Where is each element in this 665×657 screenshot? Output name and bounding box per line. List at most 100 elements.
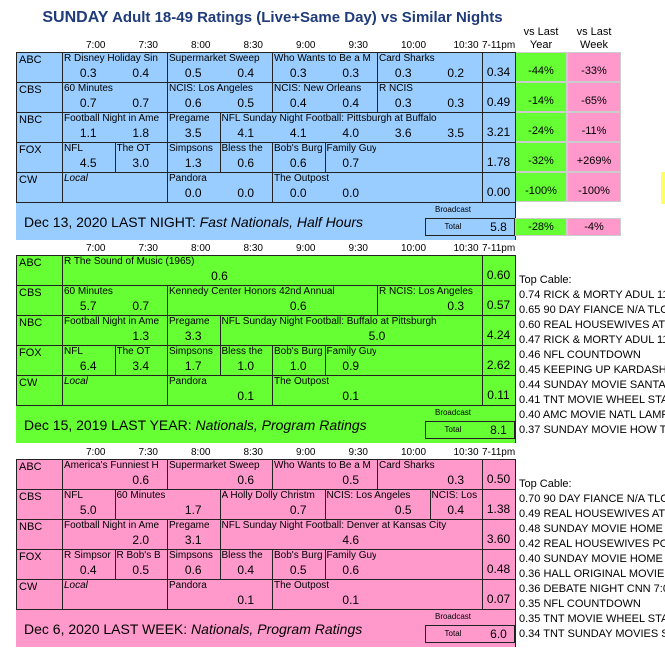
broadcast-label: Broadcast <box>434 205 472 214</box>
network-label: CW <box>19 581 38 593</box>
time-header: 7:00 <box>86 243 106 254</box>
vs-last-week-value: -11% <box>581 125 607 137</box>
network-label: FOX <box>19 347 42 359</box>
block-background <box>16 255 515 443</box>
row-top-line <box>16 579 515 580</box>
program-title: Pregame <box>169 316 210 327</box>
program-divider <box>272 375 273 405</box>
program-divider <box>167 172 168 202</box>
row-total: 0.60 <box>486 268 511 282</box>
footer-date: Dec 15, 2019 <box>24 417 108 433</box>
row-total: 0.48 <box>486 562 511 576</box>
top-cable-item: 0.35 NFL COUNTDOWN <box>519 598 641 610</box>
row-total: 3.60 <box>486 532 511 546</box>
row-top-line <box>16 315 515 316</box>
rating-value: 0.0 <box>289 186 307 200</box>
rating-value: 0.6 <box>289 156 307 170</box>
rating-value: 1.1 <box>79 126 97 140</box>
rating-value: 5.7 <box>79 299 97 313</box>
program-title: R NCIS <box>379 83 413 94</box>
rating-value: 3.5 <box>184 126 202 140</box>
vs-last-week-cell <box>567 52 621 82</box>
time-header: 9:30 <box>348 447 368 458</box>
network-label: CW <box>19 377 38 389</box>
program-divider <box>167 112 168 142</box>
rating-value: 0.6 <box>289 299 307 313</box>
program-title: Simpsons <box>169 143 213 154</box>
rating-value: 0.4 <box>289 96 307 110</box>
edge-marker <box>661 172 665 204</box>
program-title: NFL <box>64 143 83 154</box>
top-cable-item: 0.65 90 DAY FIANCE N/A TLC <box>519 304 665 316</box>
grid-right-line <box>515 52 516 240</box>
program-title: NCIS: Los Angeles <box>326 490 411 501</box>
rating-value: 1.3 <box>184 156 202 170</box>
total-divider <box>482 489 483 519</box>
vs-last-week-cell <box>567 82 621 112</box>
rating-value: 1.7 <box>184 503 202 517</box>
block-total: 8.1 <box>490 423 507 437</box>
program-divider <box>167 52 168 82</box>
rating-value: 0.9 <box>342 359 360 373</box>
vs-last-week-cell <box>567 112 621 142</box>
rating-value: 0.4 <box>342 96 360 110</box>
time-header: 7:30 <box>138 243 158 254</box>
program-title: Local <box>64 580 88 591</box>
row-total: 0.00 <box>486 185 511 199</box>
grid-outer-left <box>16 52 17 202</box>
rating-value: 0.3 <box>394 66 412 80</box>
program-title: America's Funniest H <box>64 460 159 471</box>
program-title: R Simpsor <box>64 550 111 561</box>
vs-last-week-value: -33% <box>581 65 607 77</box>
program-title: Family Guy <box>326 346 377 357</box>
rating-value: 0.3 <box>394 96 412 110</box>
time-header: 8:30 <box>243 40 263 51</box>
footer-label: LAST YEAR: <box>107 417 196 433</box>
network-label: NBC <box>19 521 43 533</box>
total-box <box>425 421 515 439</box>
total-box <box>425 218 515 236</box>
rating-value: 0.3 <box>447 299 465 313</box>
vs-last-week-cell <box>567 172 621 202</box>
top-cable-item: 0.34 TNT SUNDAY MOVIES ST <box>519 628 665 640</box>
row-total: 0.11 <box>487 388 510 402</box>
time-header: 8:30 <box>243 447 263 458</box>
rating-value: 5.0 <box>79 503 97 517</box>
vs-last-year-value: -24% <box>528 125 554 137</box>
rating-value: 1.7 <box>184 359 202 373</box>
program-divider <box>167 285 168 315</box>
grid-outer-left <box>16 255 17 405</box>
program-divider <box>219 112 221 142</box>
time-header: 10:00 <box>401 447 427 458</box>
time-header: 10:30 <box>453 40 479 51</box>
rating-value: 4.1 <box>289 126 307 140</box>
program-title: NFL Sunday Night Football: Buffalo at Pi… <box>221 316 437 327</box>
top-cable-item: 0.36 HALL ORIGINAL MOVIE C <box>519 568 665 580</box>
program-divider <box>167 345 168 375</box>
vs-last-week-value: -65% <box>581 95 607 107</box>
footer-date: Dec 6, 2020 <box>24 621 100 637</box>
rating-value: 0.5 <box>394 503 412 517</box>
time-header: 7-11pm <box>482 243 516 254</box>
program-divider <box>219 489 221 519</box>
program-divider <box>377 52 378 82</box>
network-label: ABC <box>19 461 42 473</box>
program-title: A Holly Dolly Christm <box>221 490 315 501</box>
row-top-line <box>16 519 515 520</box>
time-header: 7-11pm <box>482 447 516 458</box>
time-header: 10:00 <box>401 243 427 254</box>
program-divider <box>167 315 168 345</box>
program-title: Simpsons <box>169 346 213 357</box>
program-title: Pandora <box>169 580 207 591</box>
rating-value: 0.1 <box>342 389 360 403</box>
program-divider <box>324 345 326 375</box>
total-divider <box>482 375 483 405</box>
title-text: Adult 18-49 Ratings (Live+Same Day) vs S… <box>108 9 503 26</box>
rating-value: 0.3 <box>79 66 97 80</box>
total-vs-last-week: -4% <box>584 221 604 233</box>
network-label: CBS <box>19 491 42 503</box>
footer-caption: Dec 6, 2020 LAST WEEK: Nationals, Progra… <box>24 621 362 637</box>
program-divider <box>272 549 273 579</box>
program-title: NFL <box>64 346 83 357</box>
program-title: The OT <box>116 346 151 357</box>
